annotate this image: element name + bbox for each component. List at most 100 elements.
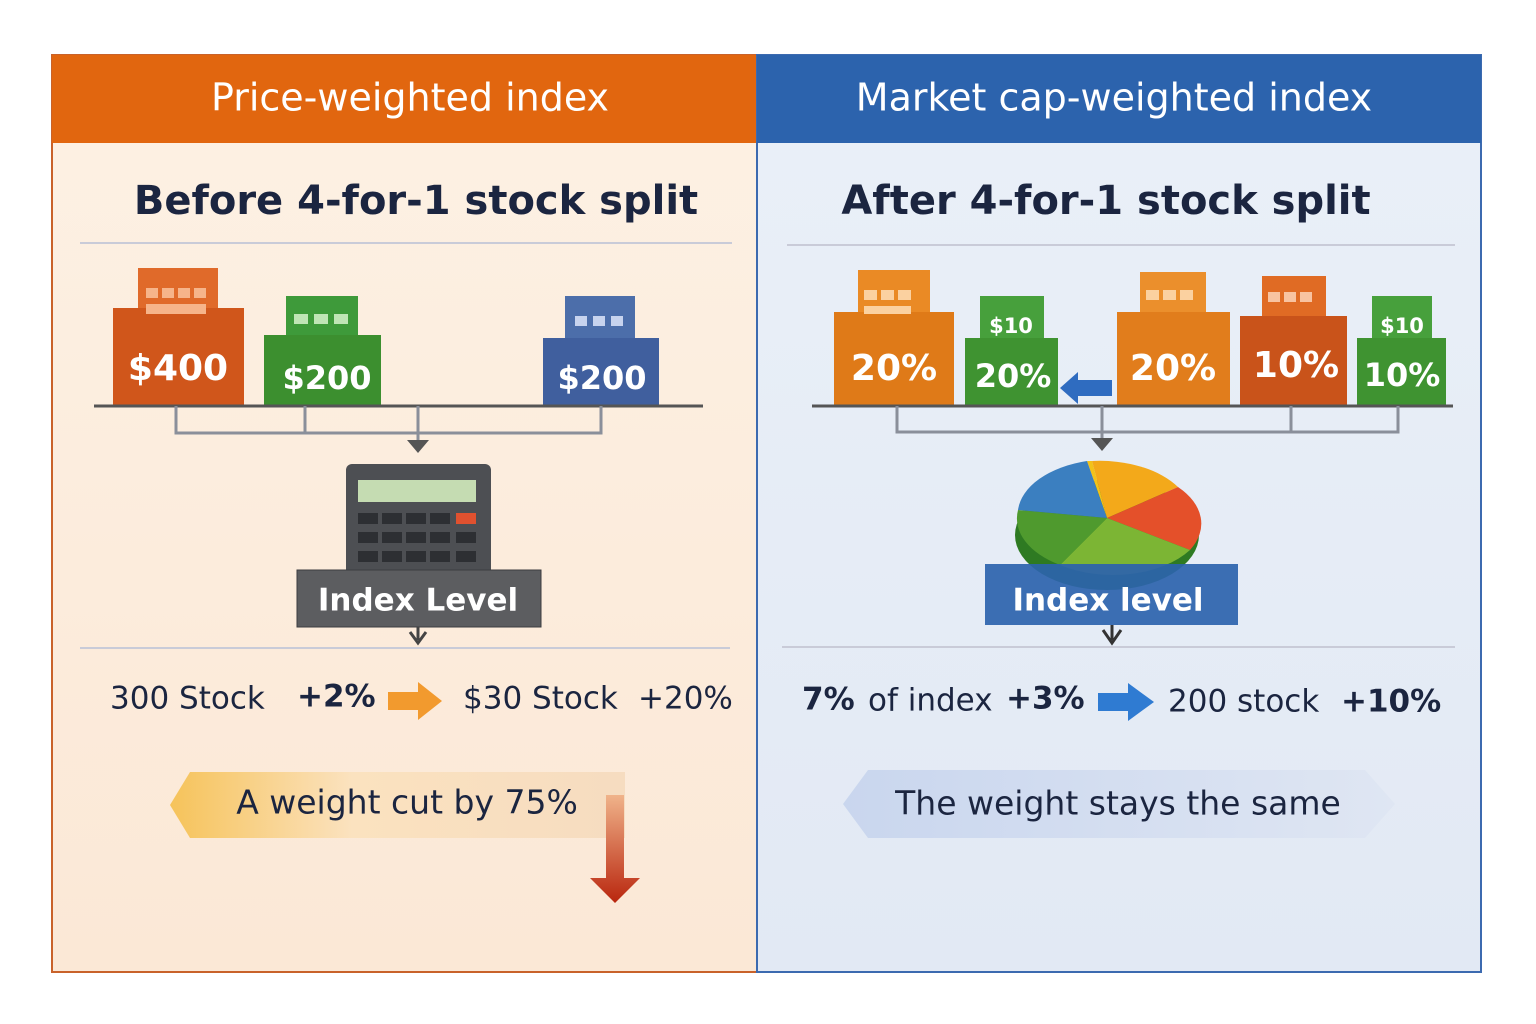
shape bbox=[456, 551, 476, 562]
shape bbox=[611, 316, 623, 326]
shape bbox=[430, 532, 450, 543]
shape bbox=[146, 304, 206, 314]
arrow bbox=[1060, 372, 1112, 404]
building-sign: $10 bbox=[989, 314, 1033, 338]
shape bbox=[358, 513, 476, 562]
shape bbox=[456, 532, 476, 543]
shape bbox=[358, 513, 378, 524]
shape bbox=[864, 290, 877, 300]
share: 7% bbox=[802, 682, 855, 718]
shape bbox=[358, 551, 378, 562]
shape bbox=[543, 338, 659, 406]
shape bbox=[1087, 460, 1107, 518]
bracket bbox=[174, 406, 603, 440]
shape bbox=[358, 532, 378, 543]
shape bbox=[1092, 460, 1178, 518]
shape bbox=[334, 314, 348, 324]
building-sign: $10 bbox=[1380, 314, 1424, 338]
shape bbox=[1268, 292, 1280, 302]
header-bg bbox=[52, 55, 757, 143]
shape bbox=[1268, 292, 1312, 302]
shape bbox=[430, 551, 450, 562]
shape bbox=[834, 312, 954, 406]
building-label: $200 bbox=[282, 359, 371, 397]
change-to: 200 stock bbox=[1168, 684, 1319, 720]
shape bbox=[1117, 312, 1230, 406]
shape bbox=[456, 513, 476, 524]
arrow bbox=[388, 682, 442, 720]
shape bbox=[406, 532, 426, 543]
shape bbox=[146, 288, 206, 314]
shape bbox=[294, 314, 348, 324]
shape bbox=[162, 288, 174, 298]
arrow bbox=[408, 627, 428, 646]
building: $10 10% bbox=[1357, 296, 1446, 406]
shape bbox=[382, 513, 402, 524]
callout-ribbon bbox=[843, 770, 1395, 838]
arrow bbox=[1098, 683, 1154, 721]
callout-ribbon bbox=[170, 772, 625, 838]
shape bbox=[382, 532, 402, 543]
shape bbox=[294, 314, 308, 324]
shape bbox=[1018, 461, 1107, 518]
change-to: $30 Stock bbox=[463, 681, 618, 717]
shape bbox=[406, 513, 426, 524]
change-value: +2% bbox=[297, 679, 376, 715]
shape bbox=[314, 314, 328, 324]
shape bbox=[1107, 487, 1202, 550]
callout: The weight stays the same bbox=[894, 784, 1341, 823]
shape bbox=[1146, 290, 1193, 300]
result-box bbox=[296, 569, 542, 628]
shape bbox=[1016, 510, 1107, 565]
shape bbox=[1372, 296, 1432, 340]
shape bbox=[1180, 290, 1193, 300]
building-label: $200 bbox=[557, 359, 646, 397]
shape bbox=[406, 551, 426, 562]
left-panel: Price-weighted index Before 4-for-1 stoc… bbox=[51, 54, 758, 973]
building: $10 20% bbox=[965, 296, 1058, 406]
building-label: $400 bbox=[128, 348, 228, 389]
shape bbox=[980, 296, 1044, 340]
change-value: +3% bbox=[1006, 681, 1085, 717]
building: 20% bbox=[1117, 272, 1230, 406]
shape bbox=[1300, 292, 1312, 302]
result-label: Index level bbox=[1012, 583, 1203, 619]
shape bbox=[575, 316, 587, 326]
shape bbox=[864, 290, 911, 314]
change-value: +20% bbox=[638, 681, 733, 717]
shape bbox=[430, 513, 450, 524]
shape bbox=[593, 316, 605, 326]
change-value: +10% bbox=[1341, 684, 1441, 720]
shape bbox=[146, 288, 158, 298]
shape bbox=[1284, 292, 1296, 302]
shape bbox=[194, 288, 206, 298]
building-label: 20% bbox=[975, 357, 1052, 395]
shape bbox=[358, 480, 476, 502]
building-label: 10% bbox=[1364, 356, 1441, 394]
subtitle: After 4-for-1 stock split bbox=[841, 178, 1370, 224]
subtitle: Before 4-for-1 stock split bbox=[134, 178, 698, 224]
arrow bbox=[1091, 438, 1113, 451]
shape bbox=[864, 306, 911, 314]
building-label: 20% bbox=[851, 348, 937, 389]
share-text: of index bbox=[868, 683, 993, 719]
shape bbox=[898, 290, 911, 300]
shape bbox=[113, 308, 244, 406]
shape bbox=[965, 338, 1058, 406]
result-label: Index Level bbox=[318, 583, 518, 619]
header-bg bbox=[757, 55, 1481, 143]
right-panel: Market cap-weighted index After 4-for-1 … bbox=[756, 54, 1482, 973]
shape bbox=[575, 316, 623, 326]
building: 20% bbox=[834, 270, 954, 406]
shape bbox=[382, 551, 402, 562]
change-from: 300 Stock bbox=[110, 681, 265, 717]
building-label: 10% bbox=[1253, 345, 1339, 386]
header: Market cap-weighted index bbox=[856, 76, 1372, 120]
header: Price-weighted index bbox=[211, 76, 609, 120]
building-label: 20% bbox=[1130, 348, 1216, 389]
calculator-icon bbox=[346, 464, 491, 590]
building: $200 bbox=[264, 296, 381, 406]
